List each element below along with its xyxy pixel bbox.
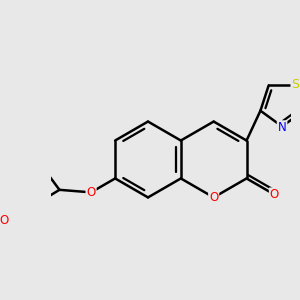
Text: O: O: [209, 191, 218, 204]
Text: O: O: [86, 186, 96, 199]
Text: N: N: [278, 121, 286, 134]
Text: S: S: [292, 77, 299, 91]
Text: O: O: [0, 214, 8, 227]
Text: O: O: [270, 188, 279, 201]
